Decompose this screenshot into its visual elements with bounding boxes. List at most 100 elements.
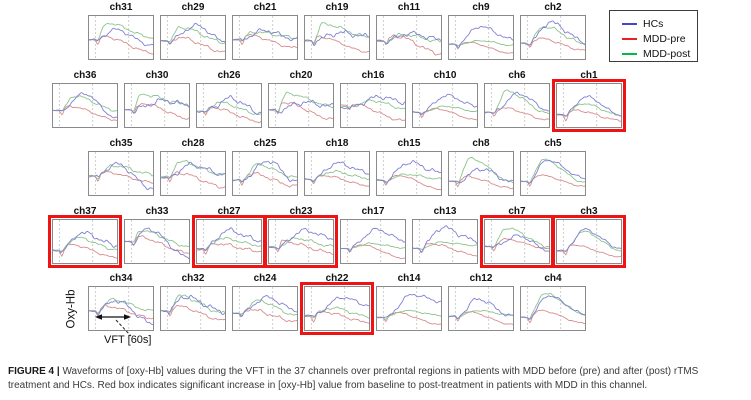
channel-plot	[88, 151, 154, 196]
channel-cell-ch30: ch30	[124, 70, 190, 128]
hcs-line-swatch	[622, 22, 637, 25]
channel-cell-ch16: ch16	[340, 70, 406, 128]
hcs-waveform	[88, 161, 153, 190]
channel-cell-ch1: ch1	[552, 70, 626, 132]
channel-plot	[520, 286, 586, 331]
mdd-pre-waveform	[340, 103, 405, 121]
mdd-pre-waveform	[88, 35, 153, 55]
channel-title: ch23	[289, 206, 313, 217]
mdd-pre-waveform	[521, 37, 586, 51]
channel-cell-ch7: ch7	[480, 206, 554, 268]
waveform-canvas	[376, 16, 442, 59]
waveform-canvas	[124, 220, 190, 263]
waveform-canvas	[304, 287, 370, 330]
mdd-post-waveform	[376, 32, 442, 44]
channel-title: ch28	[181, 138, 205, 149]
mdd-post-waveform	[448, 157, 514, 184]
channel-title: ch9	[472, 2, 490, 13]
hcs-waveform	[304, 296, 369, 317]
mdd-pre-waveform	[304, 310, 370, 324]
legend: HCs MDD-pre MDD-post	[609, 10, 698, 62]
channel-plot	[124, 219, 190, 264]
channel-title: ch19	[325, 2, 349, 13]
channel-title: ch31	[109, 2, 133, 13]
channel-cell-ch24: ch24	[232, 273, 298, 331]
mdd-post-waveform	[520, 158, 586, 184]
vft-connector-dashed-line	[115, 319, 132, 337]
mdd-post-waveform	[448, 39, 514, 47]
channel-plot	[52, 83, 118, 128]
mdd-pre-waveform	[161, 171, 226, 189]
channel-plot	[232, 286, 298, 331]
channel-plot	[412, 219, 478, 264]
channel-cell-ch18: ch18	[304, 138, 370, 196]
channel-plot	[448, 151, 514, 196]
vft-duration-label: VFT [60s]	[104, 334, 152, 346]
waveform-canvas	[160, 287, 226, 330]
channel-plot	[232, 15, 298, 60]
channel-plot	[304, 15, 370, 60]
legend-entry-mdd-pre: MDD-pre	[622, 31, 697, 46]
channel-title: ch5	[544, 138, 562, 149]
channel-title: ch25	[253, 138, 277, 149]
hcs-waveform	[304, 29, 370, 46]
mdd-post-waveform	[233, 299, 298, 316]
caption-line-1: FIGURE 4 | Waveforms of [oxy-Hb] values …	[8, 365, 749, 379]
mdd-pre-waveform	[556, 109, 622, 122]
hcs-waveform	[124, 227, 190, 260]
hcs-waveform	[52, 92, 118, 119]
mdd-post-waveform	[124, 230, 190, 247]
channel-plot	[88, 15, 154, 60]
channel-plot	[160, 15, 226, 60]
channel-plot	[88, 286, 154, 331]
hcs-waveform	[52, 230, 118, 254]
channel-cell-ch19: ch19	[304, 2, 370, 60]
channel-plot	[448, 286, 514, 331]
waveform-canvas	[556, 84, 622, 127]
channel-title: ch8	[472, 138, 490, 149]
hcs-waveform	[268, 99, 334, 114]
waveform-canvas	[376, 287, 442, 330]
channel-title: ch1	[580, 70, 598, 81]
mdd-post-waveform	[377, 309, 442, 320]
mdd-pre-waveform	[412, 107, 478, 121]
channel-cell-ch21: ch21	[232, 2, 298, 60]
channel-title: ch33	[145, 206, 169, 217]
mdd-post-waveform	[304, 22, 370, 44]
channel-title: ch7	[508, 206, 526, 217]
channel-cell-ch28: ch28	[160, 138, 226, 196]
caption-figure-number: FIGURE 4 |	[8, 366, 60, 377]
waveform-canvas	[88, 16, 154, 59]
mdd-post-waveform	[88, 297, 154, 314]
caption-line-2: treatment and HCs. Red box indicates sig…	[8, 380, 648, 391]
legend-label-mdd-pre: MDD-pre	[643, 32, 686, 45]
channel-cell-ch3: ch3	[552, 206, 626, 268]
channel-title: ch17	[361, 206, 385, 217]
channel-cell-ch13: ch13	[412, 206, 478, 264]
hcs-waveform	[161, 294, 226, 315]
channel-title: ch37	[73, 206, 97, 217]
channel-cell-ch9: ch9	[448, 2, 514, 60]
hcs-waveform	[484, 91, 550, 114]
waveform-canvas	[412, 84, 478, 127]
channel-cell-ch8: ch8	[448, 138, 514, 196]
hcs-waveform	[341, 227, 406, 252]
channel-cell-ch4: ch4	[520, 273, 586, 331]
hcs-waveform	[232, 160, 297, 183]
channel-title: ch29	[181, 2, 205, 13]
channel-title: ch15	[397, 138, 421, 149]
mdd-post-waveform	[412, 105, 478, 114]
channel-title: ch34	[109, 273, 133, 284]
channel-title: ch36	[73, 70, 97, 81]
waveform-canvas	[52, 84, 118, 127]
channel-title: ch2	[544, 2, 562, 13]
channel-plot	[376, 286, 442, 331]
mdd-post-waveform	[53, 236, 118, 252]
channel-cell-ch37: ch37	[48, 206, 122, 268]
hcs-waveform	[160, 161, 226, 180]
channel-cell-ch36: ch36	[52, 70, 118, 128]
waveform-canvas	[232, 152, 298, 195]
hcs-waveform	[340, 94, 406, 110]
waveform-canvas	[88, 287, 154, 330]
mdd-pre-waveform	[232, 171, 298, 188]
